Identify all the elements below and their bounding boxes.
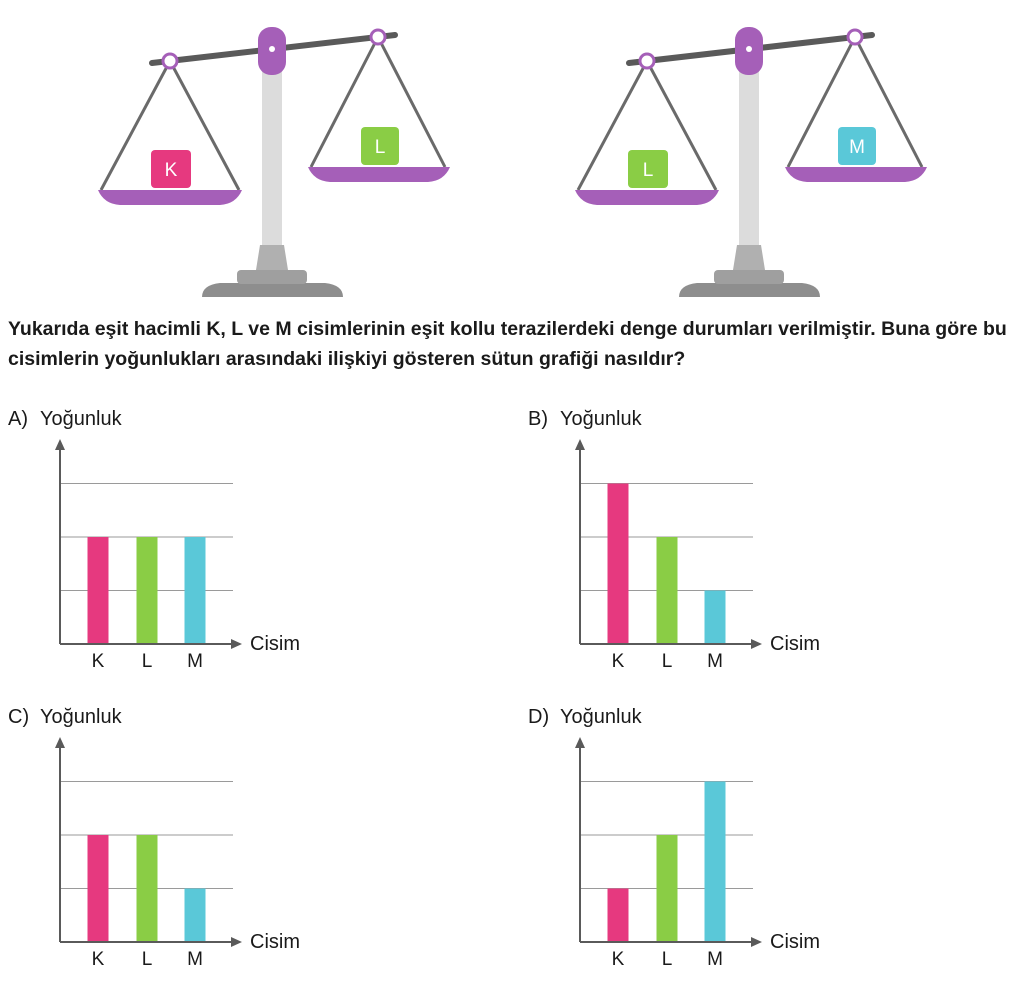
- x-tick-label: K: [612, 651, 625, 672]
- bar-k: [607, 483, 629, 644]
- bar-l: [656, 537, 678, 644]
- hook-ring: [638, 52, 656, 70]
- bar-m: [184, 537, 206, 644]
- bar-k: [607, 888, 629, 942]
- balance-scales-illustration: K L L M: [98, 27, 927, 297]
- question-text: Yukarıda eşit hacimli K, L ve M cisimler…: [8, 318, 1007, 370]
- pan-string: [168, 60, 241, 191]
- x-axis-label: Cisim: [770, 931, 820, 953]
- y-axis-label: Yoğunluk: [560, 706, 642, 728]
- bar-l: [136, 537, 158, 644]
- x-tick-label: L: [142, 949, 153, 970]
- bar-m: [704, 590, 726, 644]
- option-letter: C): [8, 706, 30, 728]
- x-axis-arrow: [231, 937, 242, 947]
- y-axis-label: Yoğunluk: [40, 408, 122, 430]
- balance-scale-2: L M: [575, 27, 927, 297]
- bar-chart-svg: K L M: [55, 737, 242, 970]
- y-axis-arrow: [575, 737, 585, 748]
- pivot-pin: [269, 46, 275, 52]
- x-axis-label: Cisim: [250, 931, 300, 953]
- bar-m: [704, 781, 726, 942]
- scale-base: [679, 283, 820, 297]
- x-tick-label: L: [662, 949, 673, 970]
- pan-string: [786, 36, 857, 168]
- x-axis-label: Cisim: [250, 633, 300, 655]
- y-axis-label: Yoğunluk: [560, 408, 642, 430]
- object-label-left: K: [165, 160, 178, 181]
- x-axis-arrow: [231, 639, 242, 649]
- pan-string: [576, 60, 649, 191]
- option-a-chart[interactable]: A) Yoğunluk K L M Cisim: [0, 404, 320, 694]
- option-c-chart[interactable]: C) Yoğunluk K L M Cisim: [0, 702, 320, 992]
- y-axis-arrow: [55, 439, 65, 450]
- x-tick-label: M: [187, 651, 203, 672]
- y-axis-label: Yoğunluk: [40, 706, 122, 728]
- bar-m: [184, 888, 206, 942]
- bar-chart-svg: K L M: [575, 439, 762, 672]
- scale-base: [202, 283, 343, 297]
- x-axis-arrow: [751, 639, 762, 649]
- x-tick-label: K: [92, 651, 105, 672]
- pan-string: [645, 60, 718, 191]
- option-letter: D): [528, 706, 550, 728]
- pan-string: [309, 36, 380, 168]
- bar-chart-svg: K L M: [55, 439, 242, 672]
- left-pan: [575, 190, 719, 205]
- object-label-right: L: [375, 137, 386, 158]
- hook-ring: [846, 28, 864, 46]
- option-letter: B): [528, 408, 548, 430]
- bar-k: [87, 537, 109, 644]
- object-label-right: M: [849, 137, 865, 158]
- pan-string: [853, 36, 924, 168]
- scale-pillar: [262, 55, 282, 245]
- bar-l: [136, 835, 158, 942]
- scale-neck: [256, 245, 288, 270]
- right-pan: [308, 167, 450, 182]
- x-axis-arrow: [751, 937, 762, 947]
- x-tick-label: M: [707, 651, 723, 672]
- option-b-chart[interactable]: B) Yoğunluk K L M Cisim: [520, 404, 840, 694]
- right-pan: [785, 167, 927, 182]
- pan-string: [376, 36, 447, 168]
- hook-ring: [369, 28, 387, 46]
- pan-string: [99, 60, 172, 191]
- object-label-left: L: [643, 160, 654, 181]
- scale-neck: [733, 245, 765, 270]
- scale-pillar: [739, 55, 759, 245]
- x-tick-label: K: [92, 949, 105, 970]
- object-box-right: [838, 127, 876, 165]
- object-box-left: [151, 150, 191, 188]
- pivot-pin: [746, 46, 752, 52]
- option-letter: A): [8, 408, 28, 430]
- hook-ring: [161, 52, 179, 70]
- x-axis-label: Cisim: [770, 633, 820, 655]
- left-pan: [98, 190, 242, 205]
- object-box-left: [628, 150, 668, 188]
- scale-foot: [714, 270, 784, 284]
- bar-k: [87, 835, 109, 942]
- y-axis-arrow: [575, 439, 585, 450]
- scale-foot: [237, 270, 307, 284]
- object-box-right: [361, 127, 399, 165]
- balance-scale-1: K L: [98, 27, 450, 297]
- bar-l: [656, 835, 678, 942]
- x-tick-label: M: [187, 949, 203, 970]
- x-tick-label: M: [707, 949, 723, 970]
- x-tick-label: K: [612, 949, 625, 970]
- x-tick-label: L: [142, 651, 153, 672]
- x-tick-label: L: [662, 651, 673, 672]
- y-axis-arrow: [55, 737, 65, 748]
- option-d-chart[interactable]: D) Yoğunluk K L M Cisim: [520, 702, 840, 992]
- bar-chart-svg: K L M: [575, 737, 762, 970]
